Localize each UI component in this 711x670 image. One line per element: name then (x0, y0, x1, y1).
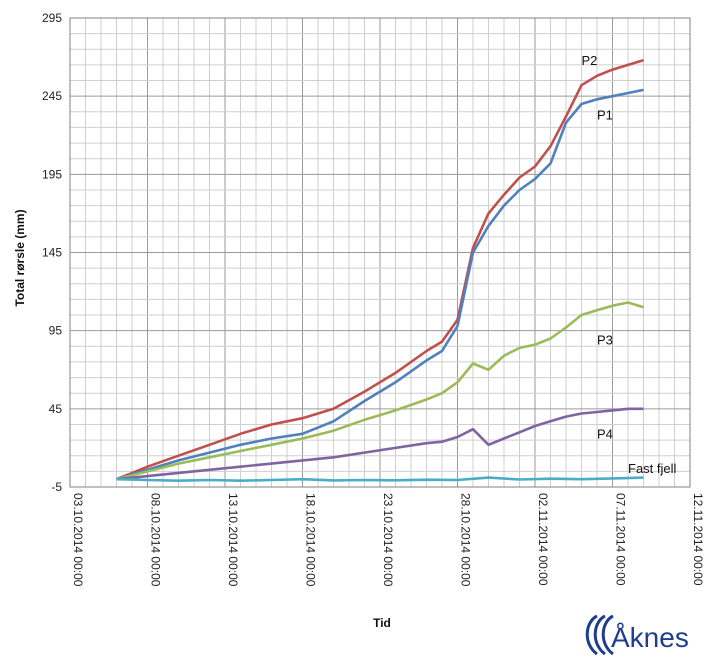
x-axis-title: Tid (373, 616, 391, 630)
y-tick-label: 295 (42, 11, 62, 25)
x-tick-label: 12.11.2014 00:00 (691, 493, 705, 586)
x-tick-label: 13.10.2014 00:00 (226, 493, 240, 587)
x-tick-label: 08.10.2014 00:00 (149, 493, 163, 587)
series-line-p3 (116, 301, 644, 481)
y-tick-label: 145 (42, 246, 62, 260)
y-tick-label: 95 (49, 324, 63, 338)
x-tick-label: 18.10.2014 00:00 (304, 493, 318, 587)
aknes-logo: Åknes (585, 614, 689, 656)
x-tick-label: 23.10.2014 00:00 (381, 493, 395, 587)
plot-border (69, 17, 691, 488)
series-line-fast-fjell (116, 476, 644, 483)
series-label-p4: P4 (597, 427, 613, 442)
series-lines (116, 58, 644, 483)
series-labels: P2 P1 P3 P4 Fast fjell (582, 53, 677, 476)
y-axis-title: Total rørsle (mm) (13, 209, 27, 306)
series-line-p1 (116, 88, 644, 481)
series-label-p3: P3 (597, 333, 613, 348)
series-label-fast-fjell: Fast fjell (628, 461, 677, 476)
series-line-p4 (116, 407, 644, 481)
series-label-p2: P2 (582, 53, 598, 68)
x-tick-label: 07.11.2014 00:00 (614, 493, 628, 586)
x-axis-ticks: 03.10.2014 00:00 08.10.2014 00:00 13.10.20… (71, 493, 705, 587)
y-axis-ticks: -5 45 95 145 195 245 295 (42, 11, 62, 494)
y-tick-label: 45 (49, 402, 63, 416)
series-label-p1: P1 (597, 108, 613, 123)
y-tick-label: 245 (42, 89, 62, 103)
logo-text: Åknes (611, 622, 689, 653)
plot-frame (69, 17, 691, 488)
x-tick-label: 28.10.2014 00:00 (459, 493, 473, 587)
x-tick-label: 03.10.2014 00:00 (71, 493, 85, 587)
grid-lines (69, 17, 691, 488)
x-tick-label: 02.11.2014 00:00 (536, 493, 550, 586)
y-tick-label: -5 (51, 480, 62, 494)
y-tick-label: 195 (42, 167, 62, 181)
